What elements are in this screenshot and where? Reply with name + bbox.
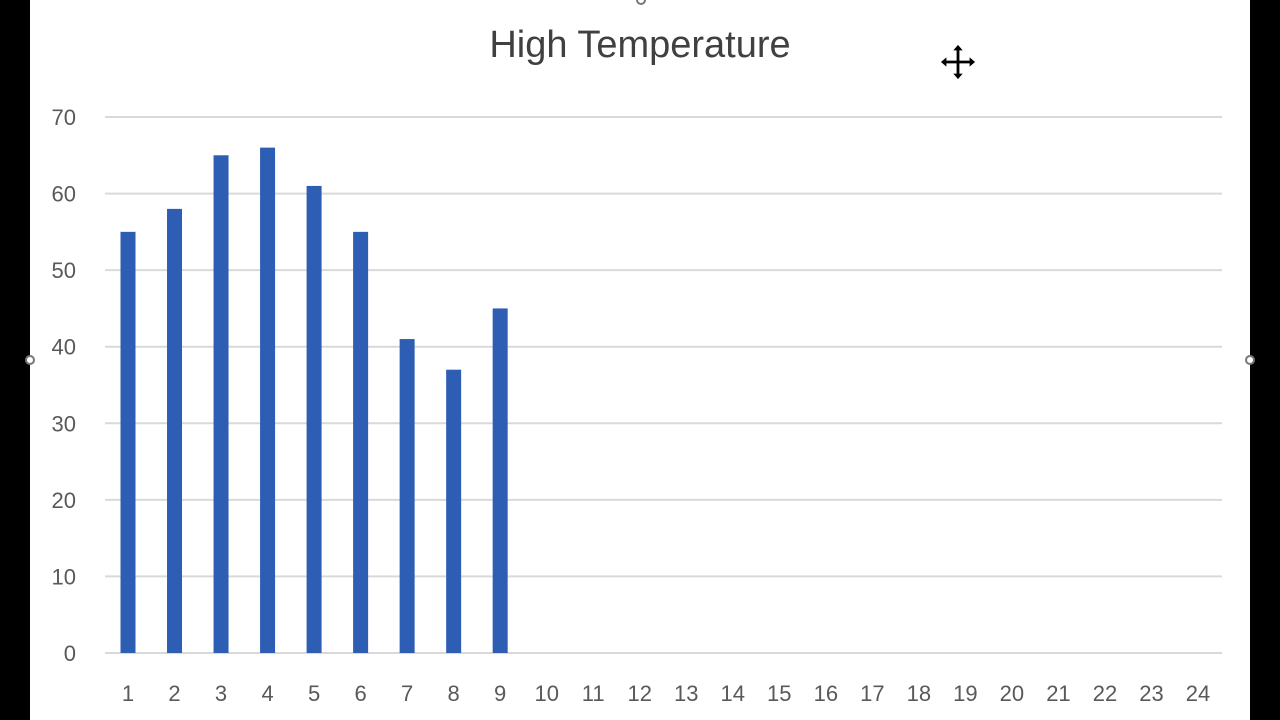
x-tick-label: 4	[261, 681, 273, 706]
bar-2[interactable]	[167, 208, 183, 653]
x-tick-label: 10	[534, 681, 558, 706]
y-tick-label: 20	[52, 488, 76, 513]
bar-5[interactable]	[306, 185, 322, 653]
x-tick-label: 17	[860, 681, 884, 706]
chart-resize-handle-right[interactable]	[1245, 355, 1255, 365]
x-tick-label: 2	[168, 681, 180, 706]
x-tick-label: 20	[1000, 681, 1024, 706]
x-tick-label: 19	[953, 681, 977, 706]
x-tick-label: 24	[1186, 681, 1210, 706]
x-tick-label: 1	[122, 681, 134, 706]
x-tick-label: 11	[582, 681, 605, 706]
x-tick-label: 6	[354, 681, 366, 706]
x-tick-label: 21	[1046, 681, 1070, 706]
x-tick-label: 22	[1093, 681, 1117, 706]
y-tick-label: 50	[52, 258, 76, 283]
x-tick-label: 8	[448, 681, 460, 706]
x-tick-label: 15	[767, 681, 791, 706]
x-tick-label: 13	[674, 681, 698, 706]
x-tick-label: 9	[494, 681, 506, 706]
chart-resize-handle-left[interactable]	[25, 355, 35, 365]
x-tick-label: 3	[215, 681, 227, 706]
bar-9[interactable]	[492, 308, 508, 653]
x-tick-label: 14	[721, 681, 745, 706]
bar-7[interactable]	[399, 339, 415, 653]
y-tick-label: 40	[52, 335, 76, 360]
chart-resize-handle-top[interactable]	[636, 0, 646, 5]
y-tick-label: 10	[52, 564, 76, 589]
chart-title[interactable]: High Temperature	[489, 24, 791, 66]
bar-4[interactable]	[260, 147, 276, 653]
x-tick-label: 23	[1139, 681, 1163, 706]
y-tick-label: 70	[52, 105, 76, 130]
x-tick-label: 5	[308, 681, 320, 706]
chart-area[interactable]	[30, 0, 1250, 720]
y-tick-label: 0	[64, 641, 76, 666]
bar-6[interactable]	[353, 231, 369, 653]
y-tick-label: 60	[52, 182, 76, 207]
y-tick-label: 30	[52, 411, 76, 436]
x-tick-label: 12	[627, 681, 651, 706]
x-tick-label: 18	[907, 681, 931, 706]
move-cursor-icon	[939, 43, 977, 81]
bar-3[interactable]	[213, 155, 229, 654]
bar-8[interactable]	[446, 369, 462, 653]
x-tick-label: 7	[401, 681, 413, 706]
bar-1[interactable]	[120, 231, 136, 653]
x-tick-label: 16	[814, 681, 838, 706]
